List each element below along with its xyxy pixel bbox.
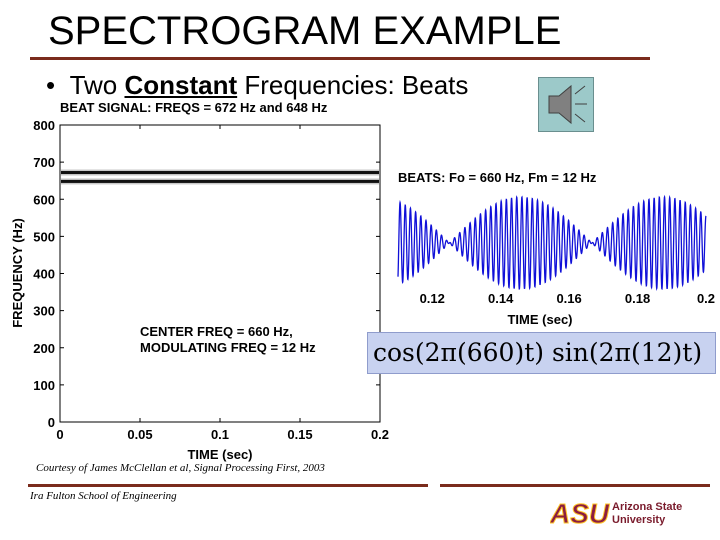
formula-box	[367, 332, 716, 374]
beats-x-tick-label: 0.14	[488, 291, 514, 306]
annotation-center-freq: CENTER FREQ = 660 Hz,	[140, 324, 293, 339]
spectrogram-ylabel: FREQUENCY (Hz)	[10, 218, 25, 328]
asu-logo: ASU	[550, 498, 610, 528]
annotation-modulating-freq: MODULATING FREQ = 12 Hz	[140, 340, 316, 355]
beats-x-tick-label: 0.18	[625, 291, 650, 306]
y-tick-label: 0	[48, 415, 55, 430]
x-tick-label: 0.15	[287, 427, 312, 442]
asu-logo-letters: ASU	[550, 498, 610, 527]
beats-waveform	[397, 194, 707, 291]
beats-xlabel: TIME (sec)	[507, 312, 572, 327]
beats-waveform-chart: BEATS: Fo = 660 Hz, Fm = 12 Hz 0.12 0.14 0…	[397, 170, 715, 327]
beats-waveform-line	[397, 194, 707, 291]
x-tick-label: 0	[56, 427, 63, 442]
slide-title: SPECTROGRAM EXAMPLE	[48, 9, 562, 53]
spectrogram-lines	[61, 169, 379, 185]
bullet-keyword: Constant	[124, 70, 238, 100]
y-tick-label: 200	[33, 341, 55, 356]
y-tick-label: 100	[33, 378, 55, 393]
footer-rule-left	[28, 484, 428, 487]
bullet-line: • Two Constant Frequencies: Beats	[46, 70, 468, 100]
y-tick-label: 600	[33, 192, 55, 207]
bullet-prefix: Two	[69, 70, 125, 100]
y-tick-label: 800	[33, 118, 55, 133]
formula: cos(2π(660)t) sin(2π(12)t)	[373, 338, 703, 367]
speaker-icon	[548, 84, 587, 125]
beats-x-ticks: 0.12 0.14 0.16 0.18 0.2	[420, 291, 715, 306]
beats-title: BEATS: Fo = 660 Hz, Fm = 12 Hz	[398, 170, 597, 185]
spectrogram-title: BEAT SIGNAL: FREQS = 672 Hz and 648 Hz	[60, 100, 328, 115]
beats-x-tick-label: 0.16	[556, 291, 581, 306]
spectral-line-0	[61, 171, 379, 175]
spectrogram-chart: BEAT SIGNAL: FREQS = 672 Hz and 648 Hz 0…	[10, 100, 389, 462]
bullet-dot: •	[46, 70, 70, 100]
school-name: Ira Fulton School of Engineering	[30, 490, 177, 502]
asu-name-line1: Arizona State	[612, 501, 683, 513]
footer-rule-right	[440, 484, 710, 487]
title-rule	[30, 57, 650, 60]
x-tick-label: 0.2	[371, 427, 389, 442]
y-tick-label: 400	[33, 267, 55, 282]
spectral-line-1	[61, 179, 379, 183]
bullet-suffix: Frequencies: Beats	[237, 70, 469, 100]
spectrogram-x-ticks: 0 0.05 0.1 0.15 0.2	[56, 125, 389, 442]
beats-x-tick-label: 0.2	[697, 291, 715, 306]
audio-play-button[interactable]	[538, 77, 594, 132]
y-tick-label: 700	[33, 155, 55, 170]
x-tick-label: 0.1	[211, 427, 229, 442]
y-tick-label: 500	[33, 229, 55, 244]
spectrogram-xlabel: TIME (sec)	[187, 447, 252, 462]
courtesy-note: Courtesy of James McClellan et al, Signa…	[36, 462, 325, 474]
asu-name-line2: University	[612, 514, 666, 526]
y-tick-label: 300	[33, 304, 55, 319]
x-tick-label: 0.05	[127, 427, 152, 442]
beats-x-tick-label: 0.12	[420, 291, 445, 306]
spectrogram-y-ticks: 0 100 200 300 400 500 600 700 800	[33, 118, 380, 430]
